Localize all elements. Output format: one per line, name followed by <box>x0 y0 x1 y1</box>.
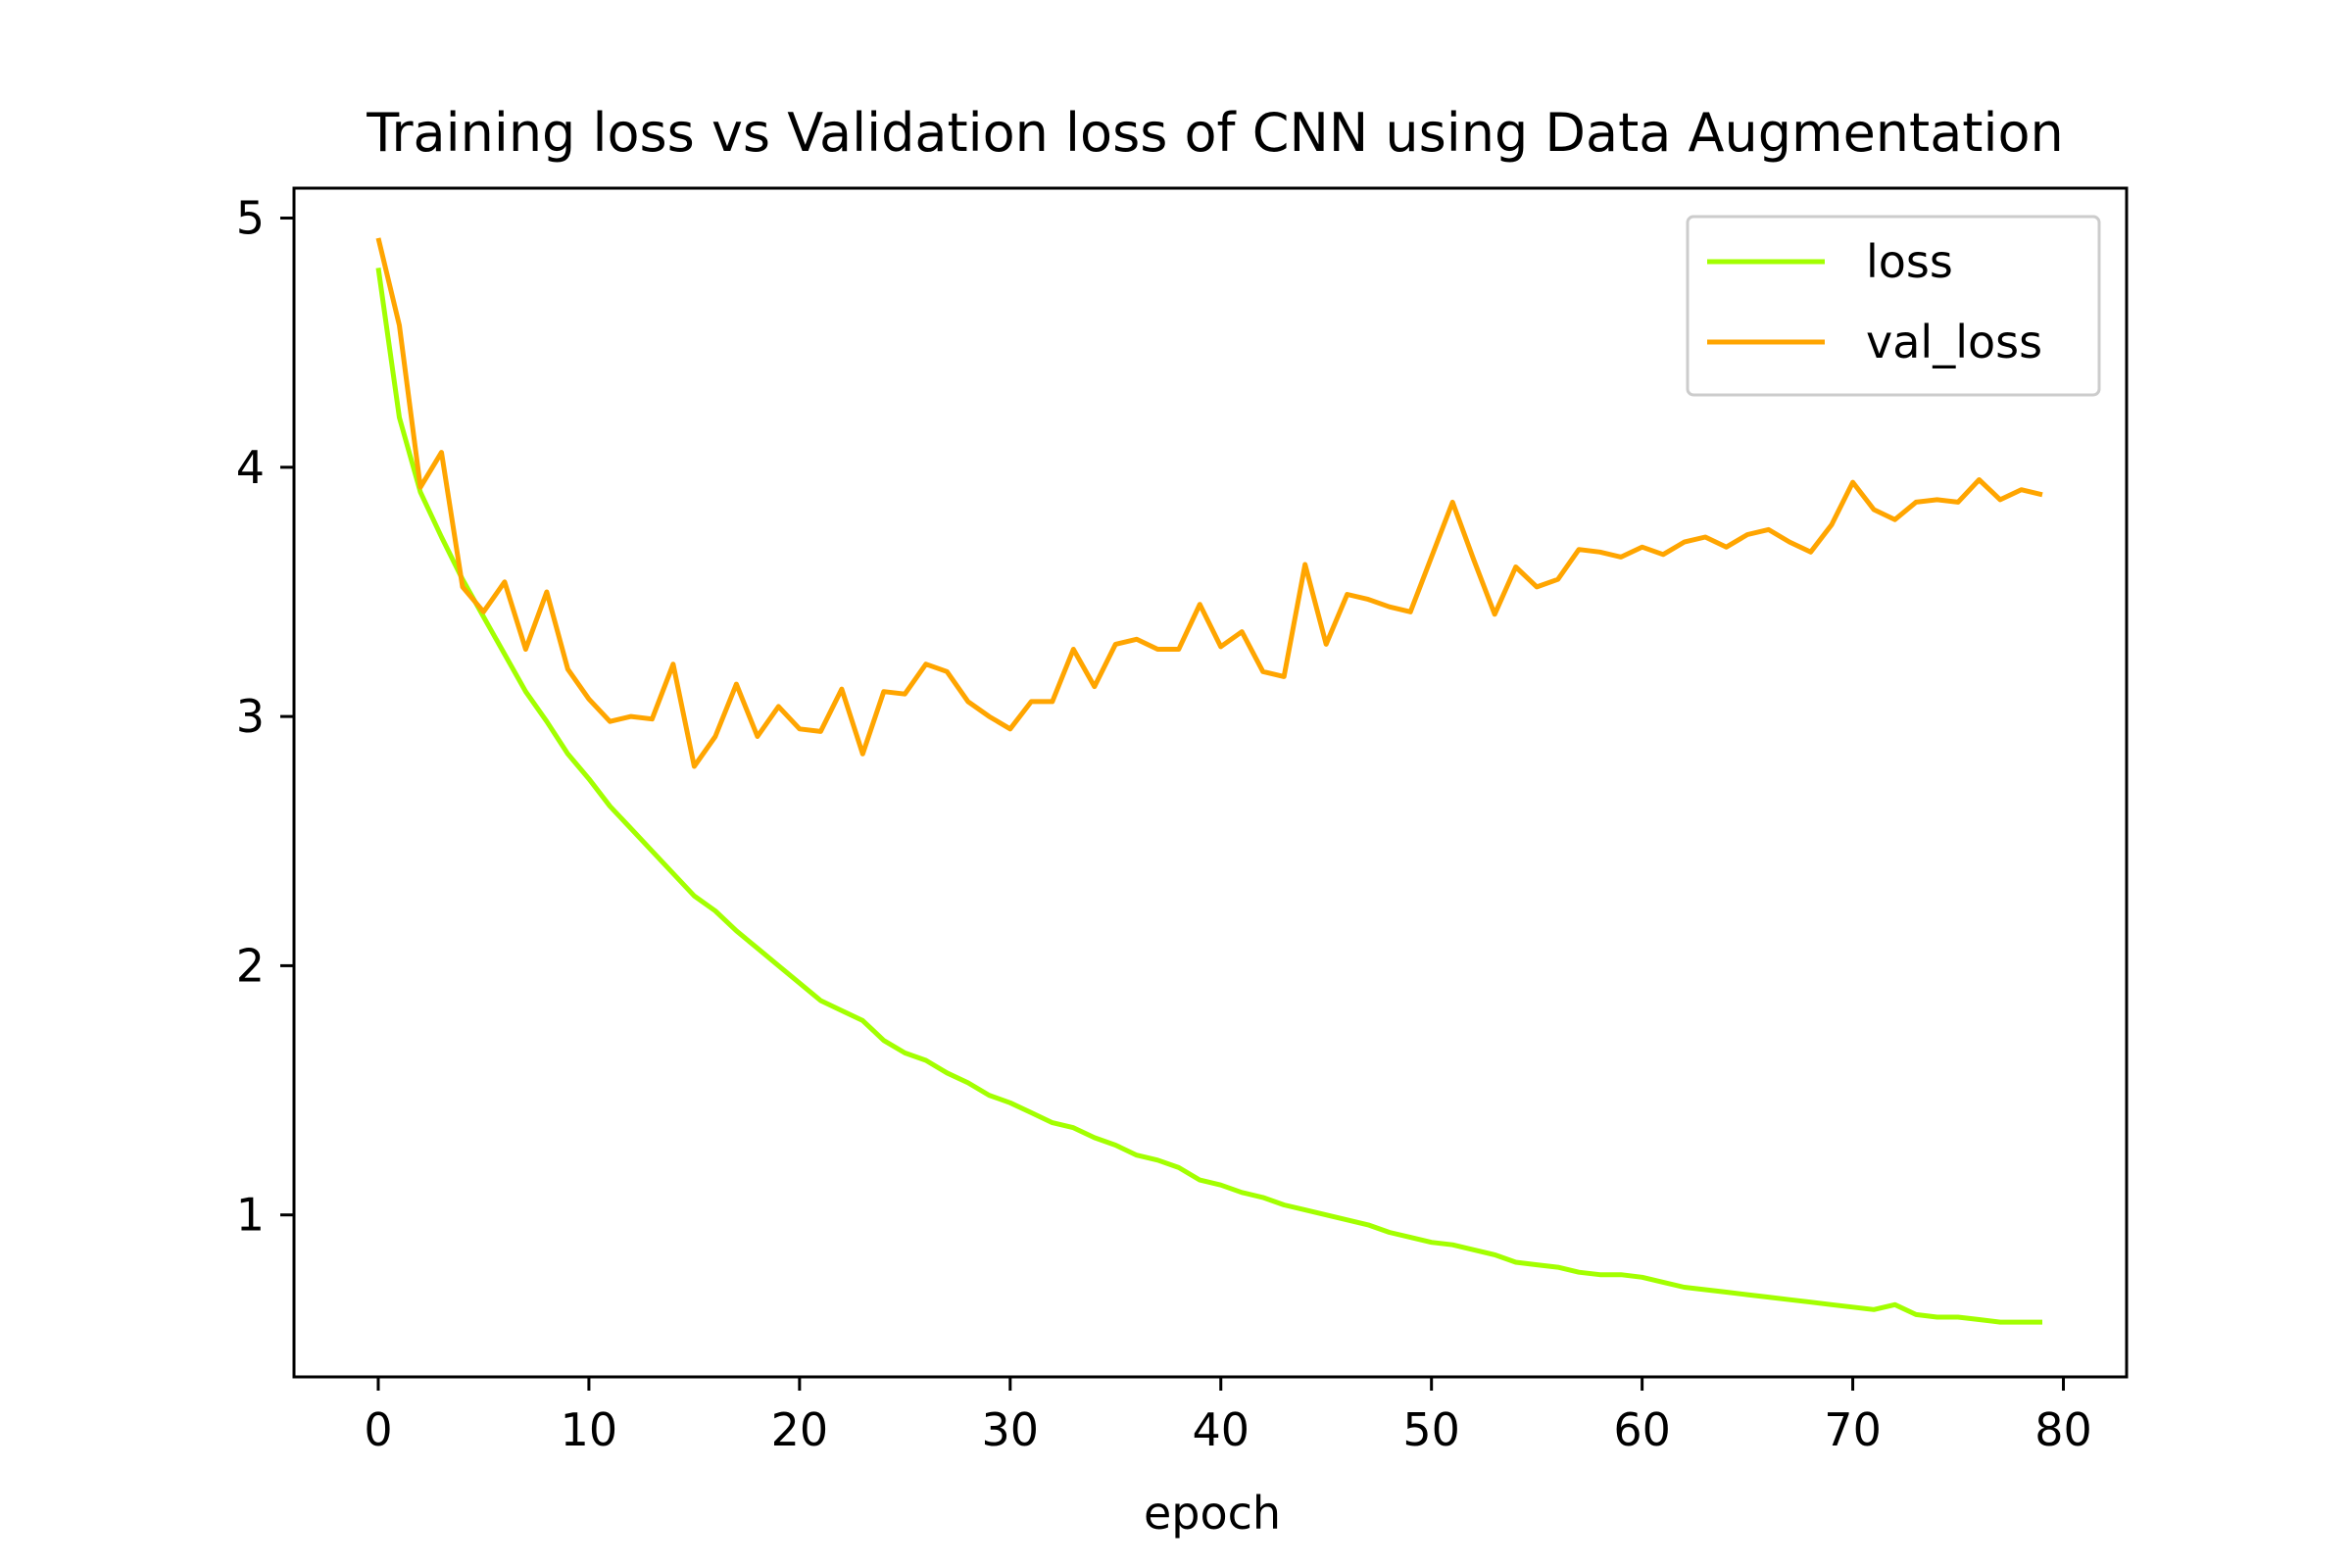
axes-frame <box>292 186 2129 1379</box>
plot-area <box>292 186 2129 1379</box>
y-tick-label: 5 <box>236 192 265 245</box>
x-tick-label: 10 <box>561 1403 618 1456</box>
x-tick-label: 40 <box>1192 1403 1250 1456</box>
x-tick-label: 20 <box>771 1403 829 1456</box>
y-axis: 1 2 3 4 5 <box>236 192 294 1242</box>
legend-label-loss: loss <box>1866 235 1953 288</box>
x-tick-label: 30 <box>982 1403 1040 1456</box>
y-tick-label: 2 <box>236 939 265 992</box>
chart-title: Training loss vs Validation loss of CNN … <box>366 102 2063 164</box>
legend: loss val_loss <box>1686 215 2101 397</box>
x-axis: 0 10 20 30 40 50 60 70 80 <box>364 1377 2092 1456</box>
series-line-loss <box>375 268 2042 1325</box>
x-tick-label: 70 <box>1824 1403 1882 1456</box>
x-tick-label: 60 <box>1613 1403 1671 1456</box>
x-tick-label: 50 <box>1402 1403 1460 1456</box>
x-axis-label: epoch <box>1144 1487 1281 1540</box>
y-tick-label: 3 <box>236 690 265 743</box>
legend-label-val-loss: val_loss <box>1866 316 2042 368</box>
x-tick-label: 0 <box>364 1403 392 1456</box>
y-tick-label: 1 <box>236 1189 265 1242</box>
x-tick-label: 80 <box>2034 1403 2092 1456</box>
y-tick-label: 4 <box>236 441 265 494</box>
series-line-val-loss <box>375 237 2043 769</box>
